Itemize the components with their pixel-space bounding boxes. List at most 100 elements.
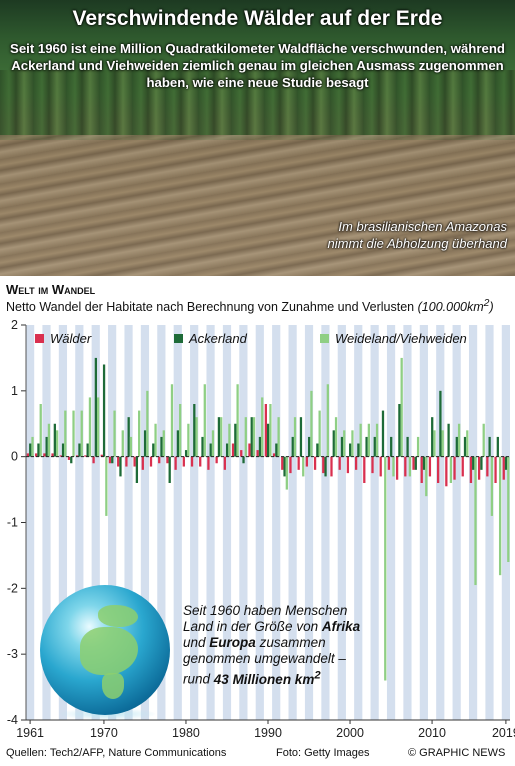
forest-bar bbox=[100, 454, 103, 457]
forest-bar bbox=[264, 404, 267, 457]
pasture-bar bbox=[195, 417, 198, 457]
year-stripe bbox=[255, 325, 264, 720]
forest-bar bbox=[108, 456, 112, 464]
pasture-bar bbox=[269, 404, 272, 457]
y-tick-label: -3 bbox=[7, 647, 18, 661]
pasture-bar bbox=[72, 410, 75, 457]
year-stripe bbox=[140, 325, 150, 720]
year-stripe bbox=[370, 325, 379, 720]
footer-sources: Quellen: Tech2/AFP, Nature Communication… bbox=[6, 747, 227, 759]
pasture-bar bbox=[310, 390, 313, 457]
pasture-bar bbox=[293, 417, 297, 457]
cropland-bar bbox=[324, 456, 327, 477]
pasture-bar bbox=[367, 423, 370, 457]
cropland-bar bbox=[37, 443, 40, 457]
cropland-bar bbox=[61, 443, 65, 457]
x-tick-label: 1970 bbox=[90, 726, 118, 740]
pasture-bar bbox=[31, 436, 34, 457]
pasture-bar bbox=[433, 430, 436, 457]
cropland-bar bbox=[234, 423, 237, 457]
forest-bar bbox=[478, 456, 481, 480]
cropland-bar bbox=[201, 436, 204, 457]
pasture-bar bbox=[318, 410, 321, 457]
forest-bar bbox=[436, 456, 440, 483]
y-tick-label: -1 bbox=[7, 516, 18, 530]
cropland-bar bbox=[53, 423, 56, 457]
pasture-bar bbox=[105, 456, 108, 516]
legend-cropland-label: Ackerland bbox=[189, 331, 247, 346]
cropland-bar bbox=[160, 436, 163, 457]
cropland-bar bbox=[414, 456, 417, 470]
year-stripe bbox=[222, 325, 232, 720]
forest-bar bbox=[289, 456, 292, 474]
cropland-bar bbox=[275, 443, 278, 457]
note-line1: Seit 1960 haben Menschen Land in der Grö… bbox=[183, 603, 348, 634]
pasture-bar bbox=[457, 423, 461, 457]
pasture-bar bbox=[482, 423, 485, 457]
forest-bar bbox=[92, 456, 95, 464]
pasture-bar bbox=[228, 423, 231, 457]
pasture-bar bbox=[498, 456, 502, 576]
forest-bar bbox=[486, 456, 489, 477]
forest-bar bbox=[125, 456, 128, 467]
forest-bar bbox=[322, 456, 325, 474]
cropland-bar bbox=[406, 436, 409, 457]
note-africa: Afrika bbox=[321, 619, 361, 634]
pasture-bar bbox=[334, 417, 338, 457]
pasture-bar bbox=[490, 456, 494, 516]
pasture-bar bbox=[343, 430, 346, 457]
forest-bar bbox=[338, 456, 341, 470]
pasture-bar bbox=[400, 357, 403, 457]
forest-bar bbox=[231, 443, 235, 457]
x-tick-label: 2019 bbox=[492, 726, 515, 740]
forest-bar bbox=[354, 456, 358, 470]
conversion-note: Seit 1960 haben Menschen Land in der Grö… bbox=[183, 603, 368, 688]
cleared-ground bbox=[0, 135, 515, 276]
cropland-bar bbox=[357, 443, 360, 457]
africa-shape bbox=[80, 627, 138, 675]
forest-bar bbox=[469, 456, 473, 483]
pasture-bar bbox=[351, 430, 354, 457]
cropland-bar bbox=[135, 456, 139, 483]
legend-forest-label: Wälder bbox=[50, 331, 92, 346]
cropland-bar bbox=[127, 417, 130, 457]
forest-bar bbox=[428, 456, 432, 477]
forest-bar bbox=[207, 456, 210, 470]
year-stripe bbox=[468, 325, 478, 720]
pasture-bar bbox=[47, 423, 51, 457]
year-stripe bbox=[403, 325, 412, 720]
cropland-bar bbox=[373, 436, 376, 457]
cropland-bar bbox=[217, 417, 221, 457]
note-line2: zusammen genommen umgewandelt – rund bbox=[183, 635, 346, 687]
forest-treeline bbox=[0, 70, 515, 140]
cropland-bar bbox=[152, 443, 155, 457]
legend-forest: Wälder bbox=[35, 331, 91, 346]
year-stripe bbox=[419, 325, 428, 720]
forest-bar bbox=[149, 456, 153, 467]
pasture-bar bbox=[97, 397, 100, 457]
cropland-bar bbox=[439, 390, 442, 457]
note-total-text: 43 Millionen km bbox=[213, 671, 315, 687]
year-stripe bbox=[337, 325, 346, 720]
cropland-bar bbox=[29, 443, 32, 457]
forest-bar bbox=[363, 456, 366, 483]
forest-bar bbox=[445, 456, 448, 487]
forest-bar bbox=[215, 456, 218, 464]
forest-bar bbox=[199, 456, 202, 467]
forest-bar bbox=[387, 456, 391, 470]
year-stripe bbox=[386, 325, 396, 720]
forest-bar bbox=[395, 456, 399, 480]
footer-photo: Foto: Getty Images bbox=[276, 747, 370, 759]
note-and: und bbox=[183, 635, 206, 650]
pasture-bar bbox=[425, 456, 428, 497]
forest-bar bbox=[51, 453, 54, 457]
cropland-bar bbox=[45, 436, 48, 457]
cropland-bar bbox=[480, 456, 483, 470]
europe-shape bbox=[98, 605, 138, 627]
legend-pasture-swatch bbox=[320, 334, 329, 343]
legend-pasture: Weideland/Viehweiden bbox=[320, 331, 467, 346]
unit-text: (100.000km bbox=[417, 300, 484, 315]
footer-credit: © GRAPHIC NEWS bbox=[408, 747, 506, 759]
legend-cropland-swatch bbox=[174, 334, 183, 343]
pasture-bar bbox=[466, 430, 469, 457]
